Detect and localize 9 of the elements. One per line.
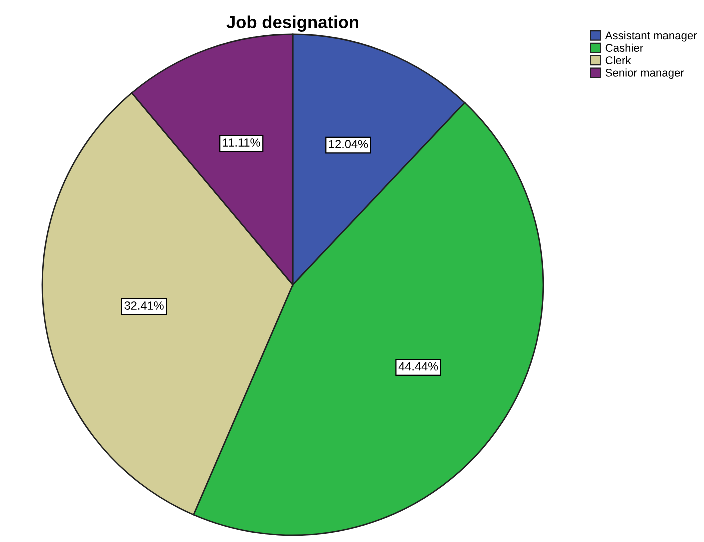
legend-label: Clerk [606, 56, 632, 64]
chart-title: Job designation [226, 16, 358, 32]
legend-label: Senior manager [606, 68, 684, 80]
data-label: 32.41% [124, 302, 164, 310]
legend-label: Cashier [606, 44, 644, 52]
legend-label: Assistant manager [605, 31, 698, 42]
data-label: 11.11% [223, 138, 260, 147]
data-label: 44.44% [398, 362, 438, 371]
data-label: 12.04% [329, 140, 368, 148]
